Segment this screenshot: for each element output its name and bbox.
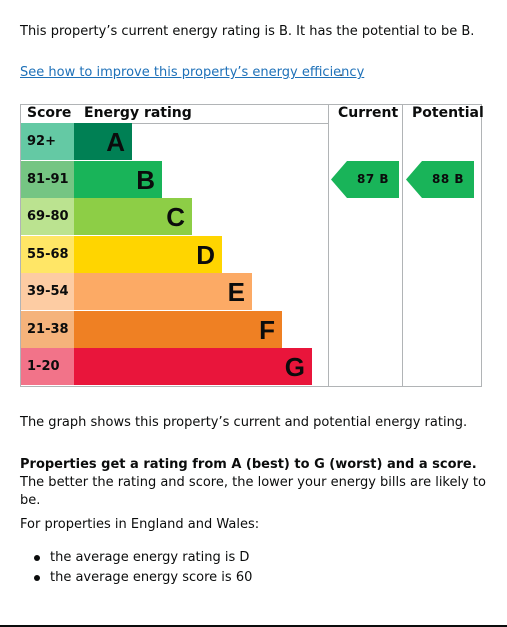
average-rating-text: the average energy rating is D bbox=[50, 550, 250, 565]
current-rating-label: 87 B bbox=[356, 171, 390, 186]
region-note: For properties in England and Wales: bbox=[20, 517, 260, 532]
band-letter-b: B bbox=[136, 164, 155, 195]
band-letter-f: F bbox=[259, 314, 275, 345]
band-letter-d: D bbox=[196, 239, 215, 270]
potential-arrow-shape bbox=[406, 160, 474, 198]
improve-efficiency-link[interactable]: See how to improve this property’s energ… bbox=[20, 65, 365, 80]
score-header: Score bbox=[27, 105, 72, 121]
band-letter-a: A bbox=[106, 127, 125, 157]
score-range-d: 55-68 bbox=[21, 235, 74, 273]
rating-explanation-bold: Properties get a rating from A (best) to… bbox=[20, 457, 477, 472]
band-bar-g: G bbox=[74, 348, 312, 385]
current-rating-arrow: 87 B bbox=[331, 160, 399, 198]
current-column-divider bbox=[328, 104, 329, 386]
band-bar-e: E bbox=[74, 273, 252, 310]
header-divider bbox=[20, 123, 328, 124]
potential-column-divider bbox=[402, 104, 403, 386]
footer-rule bbox=[0, 625, 507, 627]
current-rating-summary: This property’s current energy rating is… bbox=[20, 24, 475, 39]
chart-border bbox=[20, 104, 482, 387]
score-range-f: 21-38 bbox=[21, 310, 74, 348]
energy-rating-chart: Score Energy rating Current Potential 92… bbox=[20, 104, 484, 387]
rating-explanation: Properties get a rating from A (best) to… bbox=[20, 456, 490, 510]
current-arrow-shape bbox=[331, 160, 399, 198]
score-range-b: 81-91 bbox=[21, 160, 74, 198]
score-range-a: 92+ bbox=[21, 123, 74, 160]
list-item: the average energy score is 60 bbox=[20, 568, 252, 588]
band-bar-a: A bbox=[74, 123, 132, 160]
score-range-g: 1-20 bbox=[21, 348, 74, 385]
current-header: Current bbox=[338, 105, 399, 121]
band-bar-d: D bbox=[74, 235, 222, 273]
potential-rating-label: 88 B bbox=[431, 171, 465, 186]
band-letter-c: C bbox=[166, 202, 185, 232]
score-range-c: 69-80 bbox=[21, 198, 74, 235]
link-period: . bbox=[339, 65, 344, 80]
bullet-icon bbox=[34, 575, 40, 581]
chart-caption: The graph shows this property’s current … bbox=[20, 415, 468, 430]
bullet-icon bbox=[34, 555, 40, 561]
band-bar-f: F bbox=[74, 310, 282, 348]
score-range-e: 39-54 bbox=[21, 273, 74, 310]
averages-list: the average energy rating is D the avera… bbox=[20, 548, 252, 588]
band-letter-g: G bbox=[284, 352, 305, 382]
energy-rating-header: Energy rating bbox=[84, 105, 192, 121]
list-item: the average energy rating is D bbox=[20, 548, 252, 568]
potential-header: Potential bbox=[412, 105, 484, 121]
band-bar-b: B bbox=[74, 160, 162, 198]
potential-rating-arrow: 88 B bbox=[406, 160, 474, 198]
rating-explanation-rest: The better the rating and score, the low… bbox=[20, 475, 486, 508]
band-letter-e: E bbox=[227, 277, 245, 307]
band-bar-c: C bbox=[74, 198, 192, 235]
average-score-text: the average energy score is 60 bbox=[50, 570, 253, 585]
